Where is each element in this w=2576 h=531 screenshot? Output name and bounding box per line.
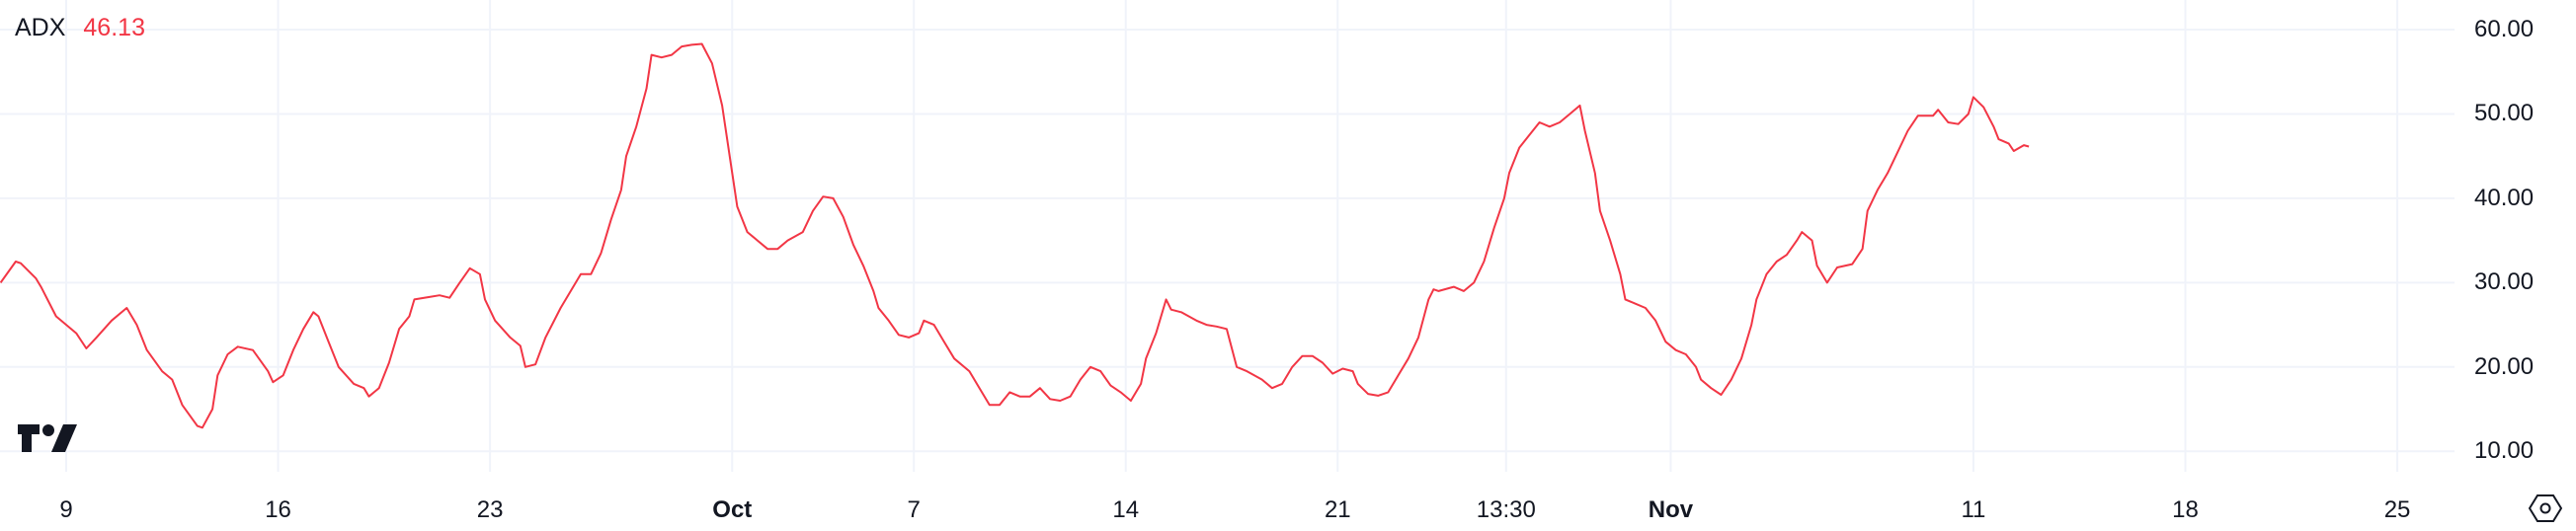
x-tick-label: Nov [1648,496,1694,523]
x-tick-label: 11 [1961,496,1986,523]
indicator-legend[interactable]: ADX 46.13 [15,14,145,42]
y-tick-label: 50.00 [2474,100,2535,127]
grid [0,0,2455,472]
x-tick-label: 13:30 [1476,496,1536,523]
indicator-value: 46.13 [83,14,145,41]
settings-hexagon-icon[interactable] [2529,493,2562,523]
y-tick-label: 40.00 [2474,184,2535,211]
series [0,42,2030,429]
indicator-name: ADX [15,14,66,41]
x-tick-label: 14 [1112,496,1140,523]
tradingview-logo[interactable] [18,422,81,454]
x-tick-label: 7 [907,496,921,523]
y-tick-label: 10.00 [2474,437,2535,465]
x-tick-label: 23 [476,496,504,523]
x-tick-label: 25 [2383,496,2411,523]
adx-line [0,42,2030,429]
y-tick-label: 20.00 [2474,352,2535,380]
x-tick-label: 16 [265,496,291,523]
x-tick-label: 18 [2172,496,2199,523]
y-tick-label: 30.00 [2474,268,2535,296]
x-tick-label: 21 [1324,496,1351,523]
x-tick-label: Oct [712,496,753,523]
x-tick-label: 9 [59,496,73,523]
y-tick-label: 60.00 [2474,16,2535,42]
